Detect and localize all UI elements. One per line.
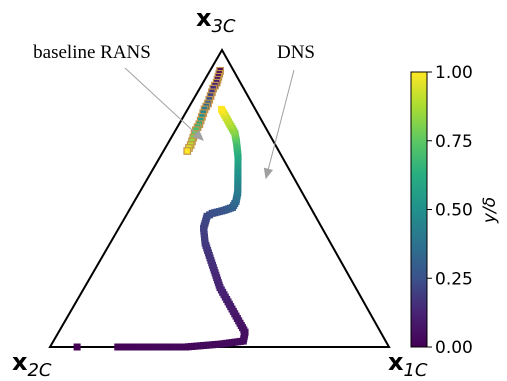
colorbar-tick-label: 0.75 bbox=[435, 132, 473, 152]
colorbar-tick-label: 0.25 bbox=[435, 269, 473, 289]
colorbar bbox=[410, 71, 428, 348]
vertex-label-right: x1C bbox=[388, 348, 428, 381]
dns-point bbox=[218, 105, 225, 113]
baseline-rans-arrow bbox=[124, 67, 204, 141]
vertex-label-top: x3C bbox=[196, 4, 236, 37]
baseline-rans-point bbox=[183, 147, 192, 155]
dns-label: DNS bbox=[277, 42, 315, 63]
baseline-rans-label: baseline RANS bbox=[33, 42, 151, 63]
baseline-rans-series bbox=[183, 66, 224, 155]
baseline-rans-arrowhead bbox=[192, 130, 204, 141]
barycentric-triangle bbox=[48, 47, 391, 348]
dns-arrowhead bbox=[263, 167, 274, 180]
dns-arrow bbox=[265, 69, 295, 179]
vertex-label-left: x2C bbox=[12, 348, 52, 381]
dns-series bbox=[73, 105, 249, 351]
colorbar-label: y/δ bbox=[480, 197, 500, 224]
dns-point bbox=[73, 343, 81, 351]
colorbar-ticks: 0.00 0.25 0.50 0.75 1.00 bbox=[427, 63, 473, 358]
colorbar-tick-label: 0.50 bbox=[435, 201, 473, 221]
colorbar-tick-label: 0.00 bbox=[435, 338, 473, 358]
colorbar-tick-label: 1.00 bbox=[435, 63, 473, 83]
